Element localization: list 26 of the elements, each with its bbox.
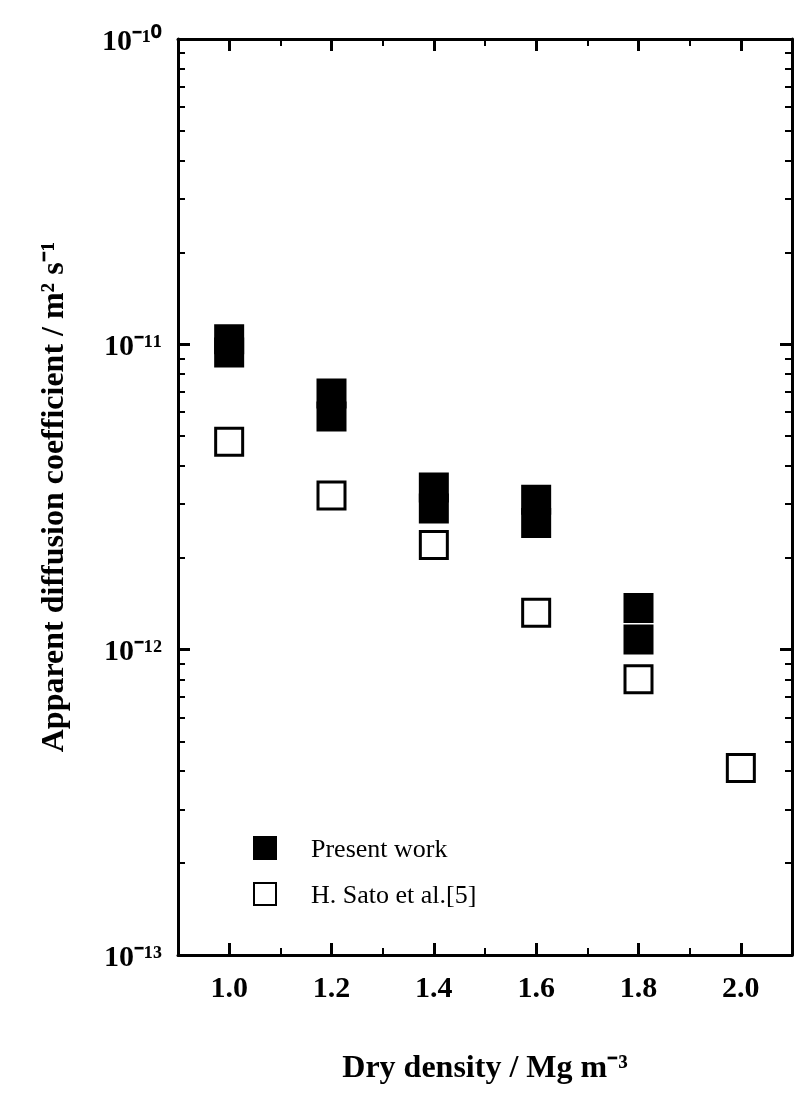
point bbox=[316, 480, 347, 511]
point bbox=[725, 752, 756, 783]
x-tick-label: 1.4 bbox=[415, 969, 453, 1003]
point bbox=[521, 597, 552, 628]
y-tick-label: 10⁻¹⁰ bbox=[102, 22, 162, 56]
legend-label: Present work bbox=[311, 833, 448, 863]
point bbox=[316, 401, 347, 432]
x-tick-label: 1.2 bbox=[312, 969, 351, 1003]
x-tick-label: 1.8 bbox=[619, 969, 658, 1003]
point bbox=[214, 426, 245, 457]
x-tick-label: 2.0 bbox=[722, 969, 760, 1003]
point bbox=[623, 592, 654, 623]
y-axis-title: Apparent diffusion coefficient / m² s⁻¹ bbox=[34, 241, 70, 753]
point bbox=[214, 337, 245, 368]
y-tick-label: 10⁻¹² bbox=[104, 633, 162, 667]
legend-label: H. Sato et al.[5] bbox=[311, 879, 477, 909]
x-tick-label: 1.0 bbox=[210, 969, 248, 1003]
y-tick-label: 10⁻¹³ bbox=[104, 938, 162, 972]
point bbox=[623, 664, 654, 695]
y-tick-label: 10⁻¹¹ bbox=[104, 327, 162, 361]
point bbox=[521, 507, 552, 538]
x-axis-title: Dry density / Mg m⁻³ bbox=[342, 1048, 628, 1084]
point bbox=[623, 624, 654, 655]
point bbox=[418, 493, 449, 524]
point bbox=[418, 530, 449, 561]
x-tick-label: 1.6 bbox=[517, 969, 555, 1003]
